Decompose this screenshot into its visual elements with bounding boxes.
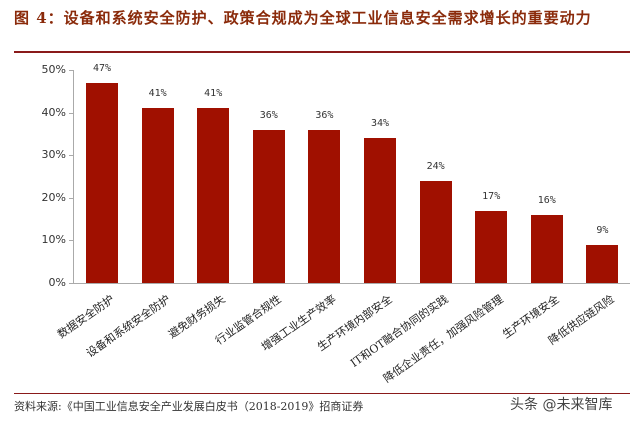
bar-value-label: 41% [148,88,167,100]
y-tick-label: 30% [41,148,66,162]
bar [364,138,396,283]
source-note: 资料来源:《中国工业信息安全产业发展白皮书（2018-2019》招商证券 [14,400,364,413]
bar [197,108,230,283]
footer-divider [14,393,630,394]
y-tick-label: 40% [41,105,66,119]
watermark: 头条 @未来智库 [510,397,613,413]
bar-value-label: 36% [259,109,278,121]
bar-value-label: 9% [596,224,609,236]
y-tick-label: 50% [41,63,66,76]
y-tick-mark [69,112,73,114]
bar [586,244,619,283]
y-tick-mark [69,70,73,71]
figure-title: 图 4：设备和系统安全防护、政策合规成为全球工业信息安全需求增长的重要动力 [14,9,592,27]
y-axis [73,70,74,283]
bar [530,214,563,283]
bar-value-label: 24% [426,160,445,172]
bar [419,180,452,283]
bar [308,129,341,283]
x-axis [73,283,630,284]
y-tick-mark [69,283,73,284]
title-divider [14,51,630,53]
bar-value-label: 36% [315,109,334,121]
y-tick-mark [69,155,73,157]
y-tick-label: 10% [41,233,66,247]
y-tick-mark [69,197,73,199]
bar-value-label: 34% [370,118,390,130]
bar [252,129,285,283]
y-tick-label: 20% [41,190,66,204]
y-tick-mark [69,240,73,242]
bar [141,108,174,283]
bar-value-label: 16% [537,194,556,206]
bar [86,82,118,283]
y-tick-label: 0% [48,276,66,289]
bar-chart: 0% 10% 20% 30% 40% 50% 47% 数据安全防护 41% 设备和系统安全防护 41… [41,62,630,385]
bar-value-label: 17% [482,190,501,202]
bar [475,210,508,283]
bar-value-label: 41% [204,88,223,100]
bar-value-label: 47% [92,62,112,74]
